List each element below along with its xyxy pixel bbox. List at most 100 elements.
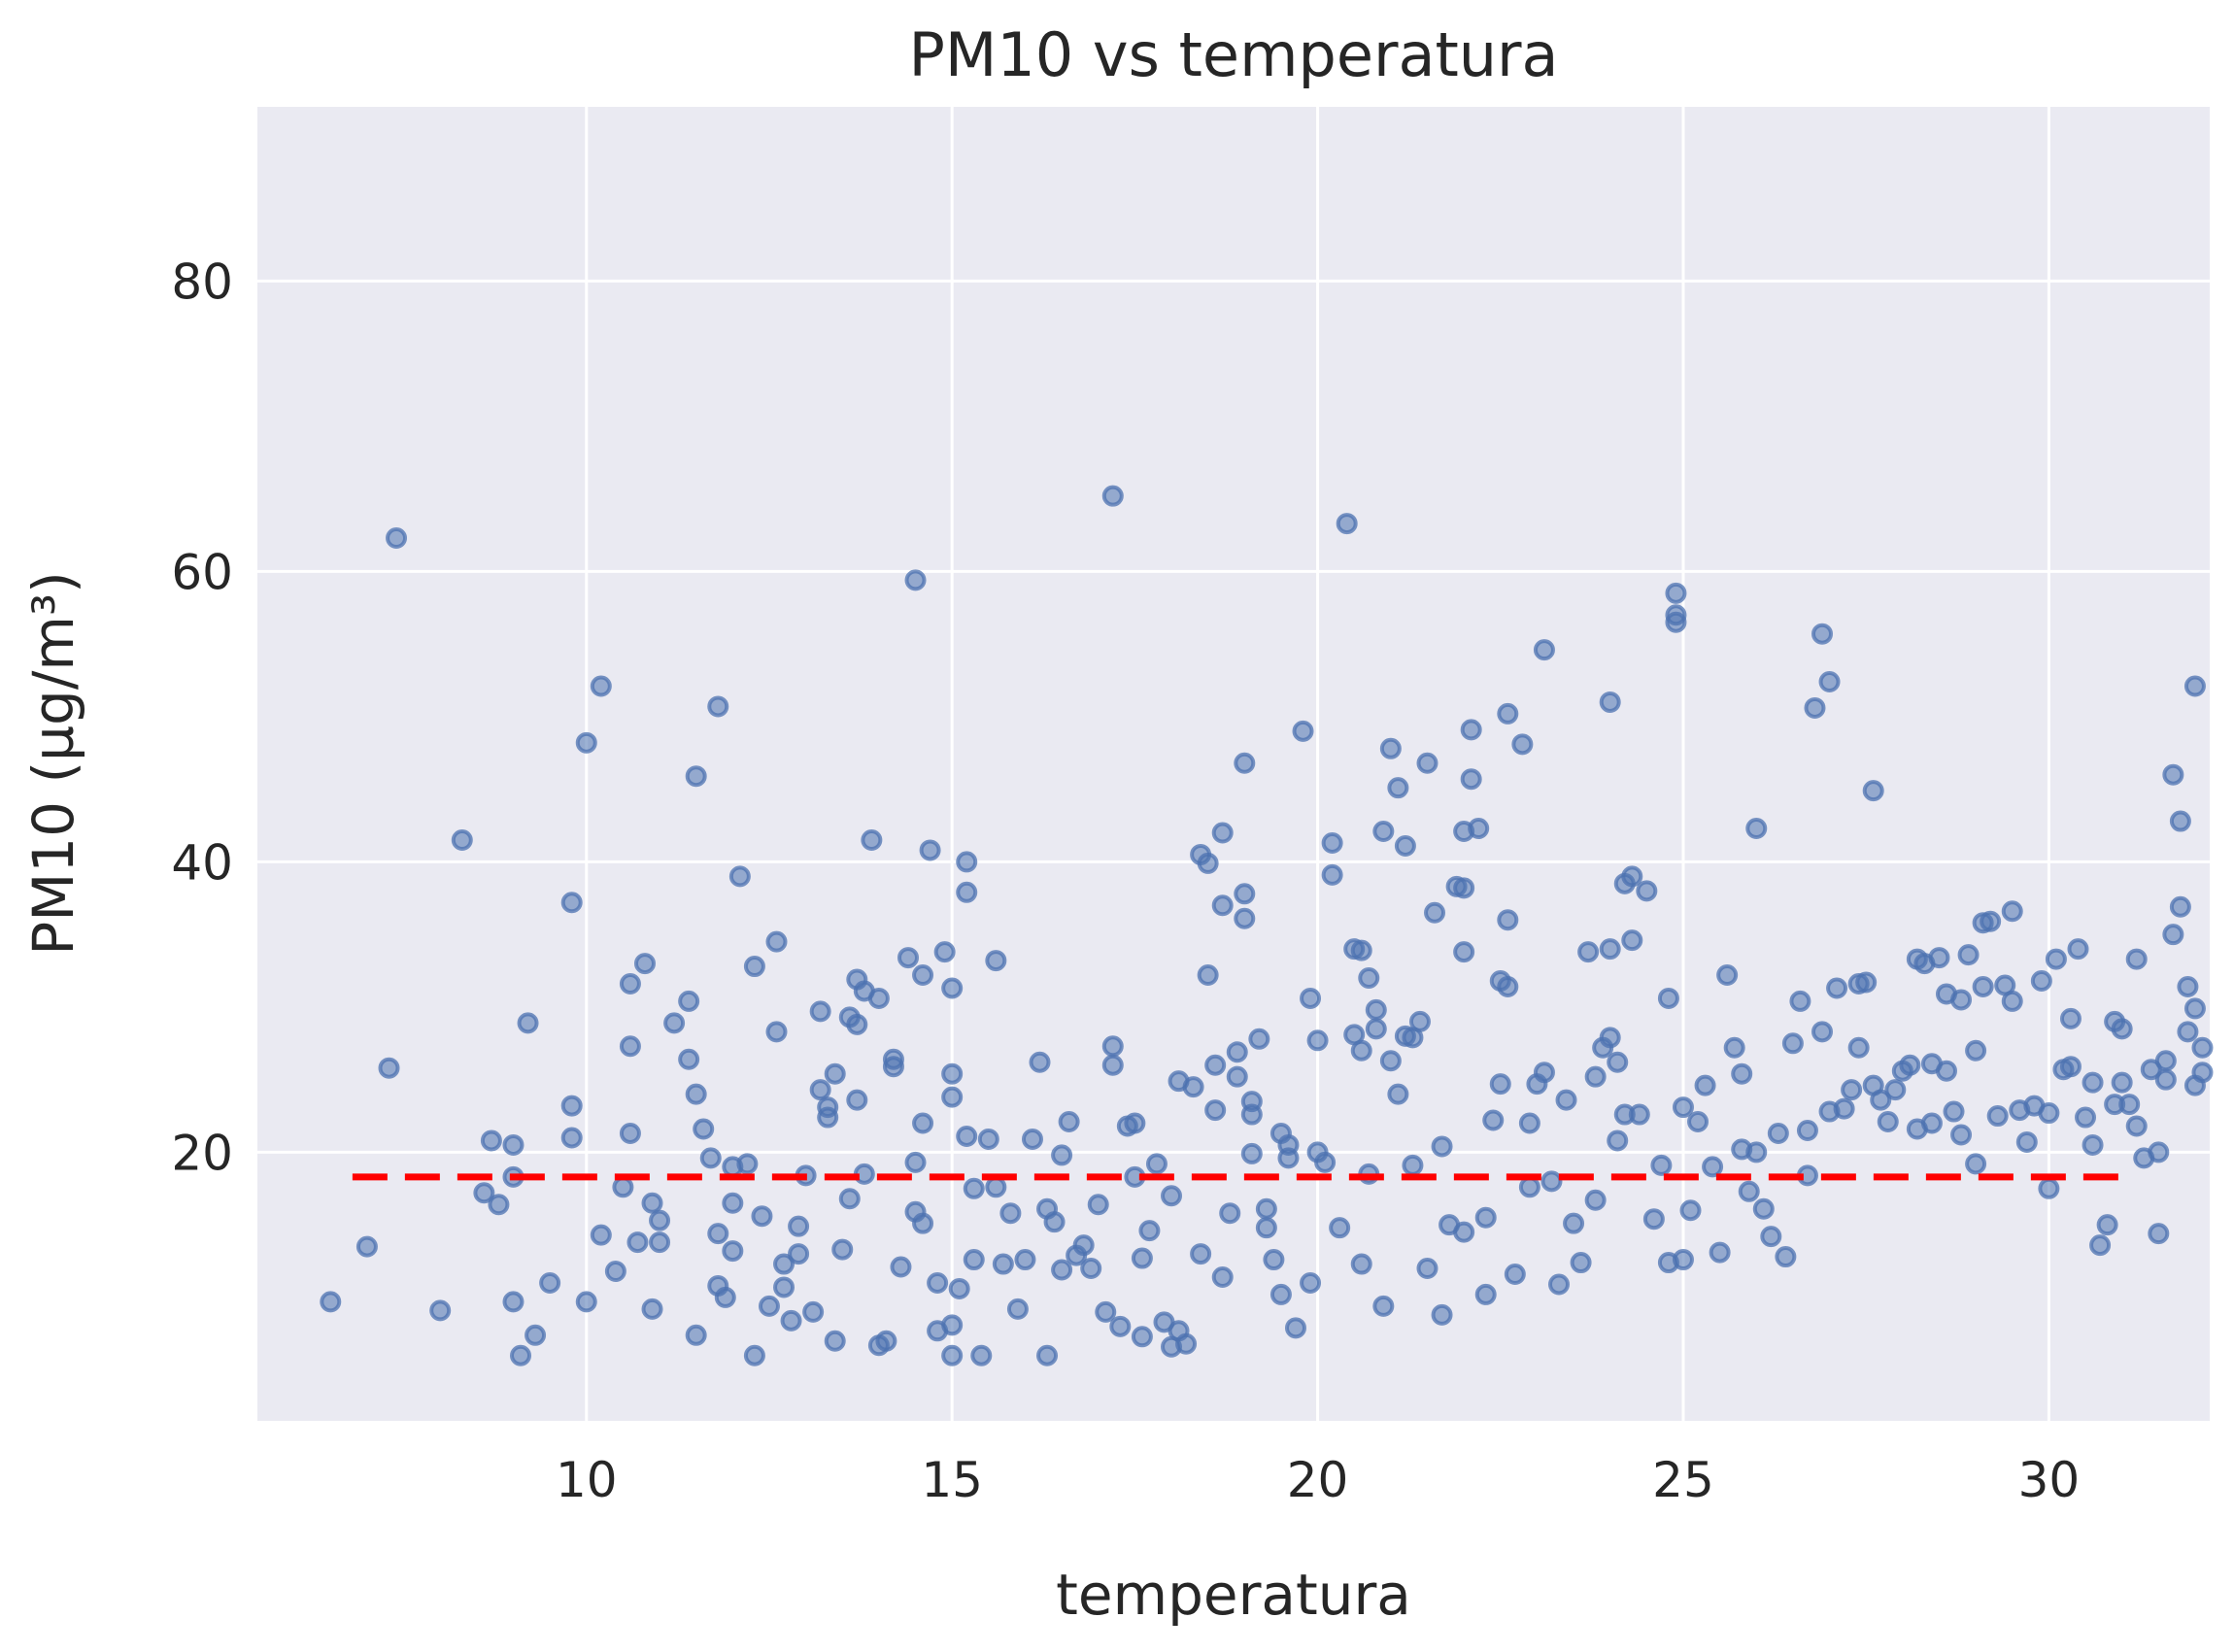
data-point <box>977 1128 999 1150</box>
data-point <box>758 1295 780 1317</box>
data-point <box>1248 1028 1270 1050</box>
data-point <box>1365 1018 1387 1040</box>
data-point <box>1862 780 1884 802</box>
data-point <box>2162 924 2184 946</box>
data-point <box>1628 1103 1650 1126</box>
data-point <box>1255 1217 1277 1239</box>
data-point <box>1321 863 1343 886</box>
data-point <box>831 1238 854 1261</box>
data-point <box>1497 975 1519 997</box>
data-point <box>1745 818 1768 840</box>
data-point <box>743 1344 765 1366</box>
data-point <box>502 1291 525 1313</box>
data-point <box>1234 883 1256 905</box>
data-point <box>1950 1124 1973 1146</box>
data-point <box>2125 1115 2148 1137</box>
data-point <box>802 1300 825 1323</box>
data-point <box>846 1013 868 1035</box>
data-point <box>1402 1154 1424 1176</box>
data-point <box>2001 990 2023 1012</box>
data-point <box>1314 1151 1337 1173</box>
data-point <box>1489 1073 1511 1096</box>
data-point <box>378 1057 400 1079</box>
data-point <box>1087 1194 1109 1216</box>
x-tick-labels: 10 15 20 25 30 <box>556 1452 2080 1508</box>
data-point <box>678 1048 700 1070</box>
data-point <box>861 828 883 851</box>
data-points <box>320 485 2214 1366</box>
data-point <box>1240 1142 1263 1164</box>
data-point <box>525 1324 547 1346</box>
data-point <box>1211 1265 1234 1288</box>
data-point <box>1058 1111 1080 1133</box>
data-point <box>2125 948 2148 970</box>
data-point <box>1636 880 1658 902</box>
data-point <box>824 1062 846 1085</box>
data-point <box>919 839 941 861</box>
data-point <box>1453 941 1475 963</box>
data-point <box>1672 1249 1694 1271</box>
data-point <box>2111 1018 2133 1040</box>
data-point <box>1884 1079 1907 1101</box>
data-point <box>1533 1062 1555 1084</box>
data-point <box>1621 865 1643 888</box>
data-point <box>1269 1283 1292 1305</box>
data-point <box>1336 513 1358 535</box>
data-point <box>722 1240 744 1263</box>
data-point <box>1657 987 1679 1009</box>
data-point <box>1760 1226 1782 1248</box>
data-point <box>1219 1202 1241 1225</box>
x-tick-label: 10 <box>556 1452 618 1508</box>
data-point <box>2038 1102 2060 1125</box>
data-point <box>1453 1221 1475 1243</box>
data-point <box>1723 1036 1745 1059</box>
data-point <box>1511 733 1534 756</box>
data-point <box>1460 768 1482 791</box>
data-point <box>1965 1039 1987 1062</box>
data-point <box>429 1299 452 1322</box>
grid <box>257 107 2210 1421</box>
x-tick-label: 30 <box>2018 1452 2081 1508</box>
data-point <box>765 1021 788 1043</box>
data-point <box>941 1062 964 1085</box>
data-point <box>1752 1197 1775 1220</box>
data-point <box>488 1194 510 1216</box>
data-point <box>1460 719 1482 741</box>
data-point <box>912 1212 934 1234</box>
data-point <box>707 1223 729 1245</box>
data-point <box>1584 1065 1607 1088</box>
data-point <box>1679 1199 1702 1222</box>
data-point <box>1518 1112 1540 1134</box>
data-point <box>649 1209 671 1231</box>
data-point <box>2154 1068 2177 1091</box>
data-point <box>1621 929 1643 952</box>
data-point <box>1555 1089 1577 1111</box>
data-point <box>1006 1298 1029 1320</box>
data-point <box>685 765 707 788</box>
y-tick-labels: 20 40 60 80 <box>171 253 233 1181</box>
data-point <box>1277 1147 1300 1169</box>
data-point <box>890 1256 912 1278</box>
data-point <box>1870 1089 1892 1111</box>
data-point <box>641 1298 663 1320</box>
data-point <box>1408 1010 1431 1032</box>
data-point <box>1424 901 1446 924</box>
data-point <box>560 892 583 914</box>
data-point <box>722 1192 744 1214</box>
data-point <box>1175 1332 1198 1355</box>
data-point <box>1043 1211 1066 1233</box>
data-point <box>1482 1109 1505 1131</box>
data-point <box>386 527 408 550</box>
data-point <box>1379 737 1402 759</box>
data-point <box>517 1012 539 1034</box>
data-point <box>2118 1094 2141 1116</box>
data-point <box>2001 900 2023 923</box>
data-point <box>1899 1054 1921 1076</box>
data-point <box>941 1344 964 1366</box>
data-point <box>948 1277 970 1299</box>
data-point <box>1665 582 1687 604</box>
data-point <box>1101 1035 1124 1058</box>
data-point <box>956 851 978 873</box>
data-point <box>1240 1103 1263 1126</box>
data-point <box>1416 752 1439 774</box>
